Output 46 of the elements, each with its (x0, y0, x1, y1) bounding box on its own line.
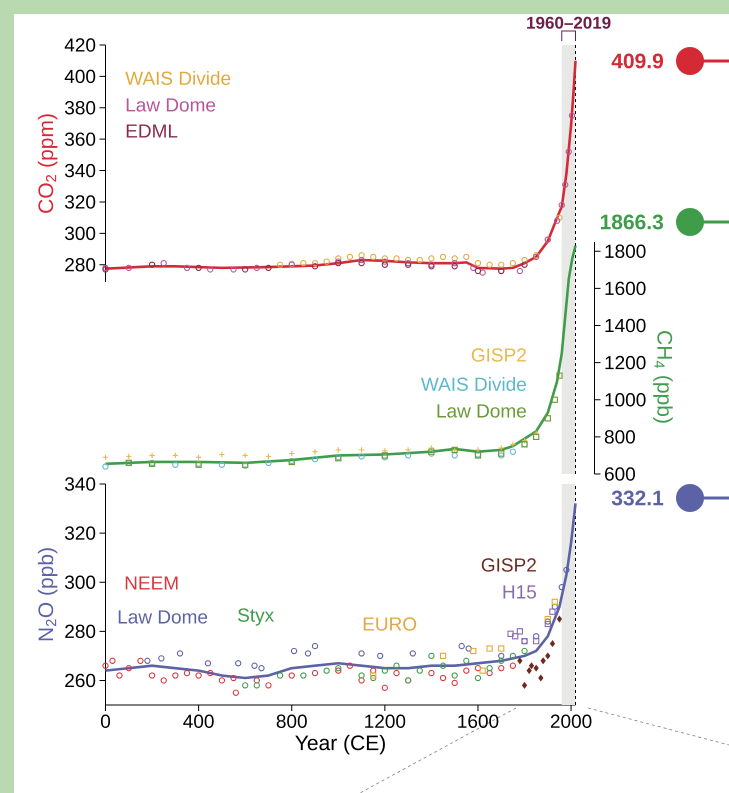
y2-tick-label: 1800 (605, 244, 646, 258)
y-tick-label: 320 (64, 195, 96, 209)
text: 1866.3 (600, 214, 664, 230)
y2-axis-title: CH$_{4}$ (ppb) (653, 331, 673, 423)
x-tick-label: 1600 (458, 714, 498, 728)
x-axis-title: Year (CE) (295, 734, 385, 754)
y2-tick-label: 1600 (605, 282, 646, 296)
y2-tick-label: 600 (604, 467, 635, 481)
text: 332.1 (612, 490, 664, 506)
text: GISP2 (482, 558, 536, 572)
y-tick-label: 420 (64, 38, 96, 52)
y-tick-label: 400 (64, 70, 96, 84)
text: 409.9 (612, 54, 664, 68)
y2-tick-label: 1000 (605, 393, 646, 406)
y-tick-label: 360 (64, 132, 96, 146)
x-tick-label: 800 (276, 714, 307, 728)
y-axis-title: CO$_{2}$ (ppm) (38, 114, 58, 213)
series-label: H15 (504, 585, 536, 599)
y2-tick-label: 1200 (605, 356, 646, 370)
text: Law Dome (126, 98, 216, 112)
y2-tick-label: 1400 (605, 318, 646, 332)
y-tick-label: 380 (64, 101, 96, 115)
y-tick-label: 320 (64, 526, 96, 540)
y2-tick-label: 800 (604, 430, 635, 444)
text: NEEM (126, 576, 178, 590)
series-label: EURO (364, 617, 416, 631)
y-tick-label: 300 (64, 576, 96, 589)
x-tick-label: 1200 (365, 714, 406, 728)
band-label: 1960–2019 (527, 16, 611, 29)
x-tick-label: 400 (183, 714, 214, 728)
y-axis-title: N$_{2}$O (ppb) (38, 548, 58, 640)
y-tick-label: 280 (65, 624, 96, 638)
series-label: Law Dome (118, 610, 208, 624)
y-tick-label: 340 (64, 477, 96, 491)
text: Styx (238, 608, 274, 626)
text: GISP2 (472, 348, 526, 362)
series-label: Law Dome (438, 404, 526, 418)
y-tick-label: 300 (64, 226, 96, 240)
x-tick-label: 2000 (550, 714, 592, 728)
y-tick-label: 340 (64, 164, 96, 178)
y-tick-label: 280 (65, 258, 96, 272)
y-tick-label: 260 (65, 674, 96, 688)
text: WAIS Divide (420, 377, 526, 391)
text: EDML (126, 124, 178, 138)
text: WAIS Divide (125, 71, 230, 85)
x-tick-label: 0 (100, 714, 110, 728)
